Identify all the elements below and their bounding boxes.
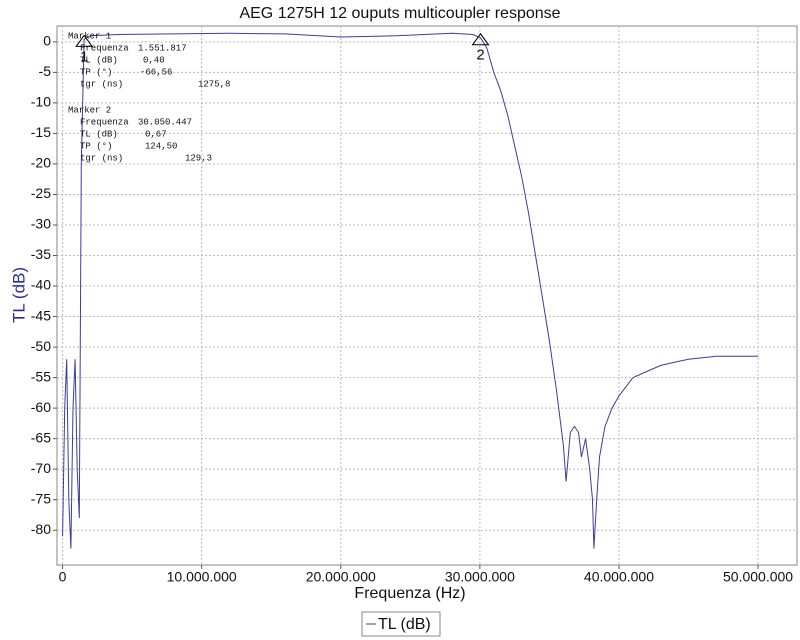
marker-value: 0,67 [145, 129, 167, 139]
y-tick-label: -40 [31, 277, 51, 293]
series-line [62, 32, 759, 549]
y-tick-label: -10 [31, 94, 51, 110]
marker-field: tgr (ns) [80, 153, 123, 163]
plot-frame [56, 25, 798, 566]
x-tick-label: 20.000.000 [306, 569, 376, 585]
marker-triangle [471, 32, 490, 46]
y-tick-label: -45 [31, 307, 51, 323]
marker-value: 0,40 [143, 55, 165, 65]
marker-label: 2 [476, 47, 484, 64]
marker-field: Frequenza [80, 43, 129, 53]
x-tick-label: 50.000.000 [723, 569, 793, 585]
marker-value: 129,3 [185, 153, 212, 163]
marker-value: 30.050.447 [138, 117, 192, 127]
y-tick-label: -30 [31, 216, 51, 232]
y-tick-label: -5 [39, 63, 52, 79]
marker-title: Marker 2 [68, 105, 111, 115]
y-tick-label: -50 [31, 338, 51, 354]
marker-field: tgr (ns) [80, 79, 123, 89]
y-tick-label: -55 [31, 368, 51, 384]
y-tick-label: -80 [31, 521, 51, 537]
y-tick-label: 0 [43, 33, 51, 49]
x-tick-label: 10.000.000 [167, 569, 237, 585]
y-tick-label: -25 [31, 185, 51, 201]
y-tick-label: -20 [31, 155, 51, 171]
marker-value: 1275,8 [198, 79, 230, 89]
marker-field: TP (°) [80, 67, 112, 77]
y-tick-label: -60 [31, 399, 51, 415]
y-axis-label: TL (dB) [9, 267, 28, 323]
y-tick-label: -70 [31, 460, 51, 476]
y-tick-label: -75 [31, 490, 51, 506]
legend-label: TL (dB) [378, 616, 431, 633]
x-tick-label: 30.000.000 [445, 569, 515, 585]
x-tick-label: 0 [59, 569, 67, 585]
marker-field: TL (dB) [80, 129, 118, 139]
y-tick-label: -65 [31, 429, 51, 445]
x-axis-label: Frequenza (Hz) [354, 585, 465, 602]
marker-value: -66,56 [140, 67, 172, 77]
marker-value: 124,50 [145, 141, 177, 151]
marker-field: TP (°) [80, 141, 112, 151]
y-tick-label: -35 [31, 246, 51, 262]
marker-value: 1.551.817 [138, 43, 187, 53]
marker-title: Marker 1 [68, 31, 111, 41]
marker-label: 1 [80, 48, 88, 65]
marker-triangle [75, 34, 94, 47]
marker-field: Frequenza [80, 117, 129, 127]
y-tick-label: -15 [31, 124, 51, 140]
marker-field: TL (dB) [80, 55, 118, 65]
chart-title: AEG 1275H 12 ouputs multicoupler respons… [239, 5, 560, 22]
x-tick-label: 40.000.000 [584, 569, 654, 585]
